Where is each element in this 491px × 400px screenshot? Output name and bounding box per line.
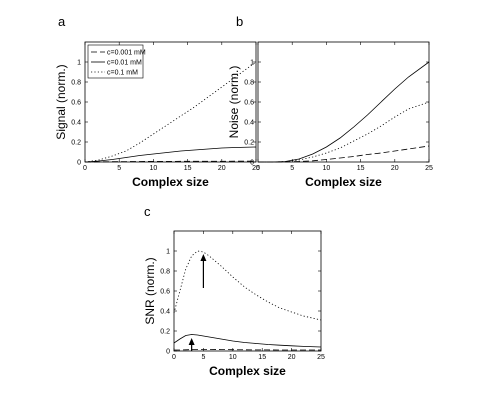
y-tick-label: 0.4 bbox=[160, 309, 170, 316]
y-tick-label: 0 bbox=[250, 160, 254, 167]
series-line-dotted bbox=[258, 101, 430, 163]
y-axis-label: Signal (norm.) bbox=[54, 64, 68, 139]
series-line-dotted bbox=[84, 61, 257, 163]
arrow-head bbox=[200, 254, 207, 261]
x-tick-label: 15 bbox=[258, 354, 266, 361]
x-axis-label: Complex size bbox=[305, 175, 382, 189]
y-tick-label: 0.2 bbox=[244, 140, 254, 147]
y-tick-label: 1 bbox=[166, 249, 170, 256]
y-axis-label: Noise (norm.) bbox=[227, 66, 241, 139]
y-tick-label: 0 bbox=[77, 160, 81, 167]
x-tick-label: 5 bbox=[201, 354, 205, 361]
y-tick-label: 0.6 bbox=[244, 100, 254, 107]
plot-frame bbox=[257, 41, 430, 163]
y-tick-label: 0.8 bbox=[160, 269, 170, 276]
x-axis-label: Complex size bbox=[132, 175, 209, 189]
x-tick-label: 5 bbox=[117, 165, 121, 172]
panel-label: c bbox=[144, 204, 151, 219]
x-tick-label: 10 bbox=[150, 165, 158, 172]
y-tick-label: 0.8 bbox=[71, 80, 81, 87]
series-line-solid bbox=[173, 334, 322, 348]
panel-label: b bbox=[236, 14, 243, 29]
x-tick-label: 5 bbox=[290, 165, 294, 172]
x-tick-label: 20 bbox=[288, 354, 296, 361]
arrow-head bbox=[188, 338, 195, 345]
y-tick-label: 0 bbox=[166, 349, 170, 356]
x-tick-label: 25 bbox=[317, 354, 325, 361]
x-tick-label: 15 bbox=[357, 165, 365, 172]
x-tick-label: 25 bbox=[252, 165, 260, 172]
plot-frame bbox=[173, 230, 322, 352]
x-tick-label: 0 bbox=[83, 165, 87, 172]
x-tick-label: 15 bbox=[184, 165, 192, 172]
x-axis-label: Complex size bbox=[209, 364, 286, 378]
legend-entry: c=0.001 mM bbox=[107, 50, 146, 57]
x-tick-label: 0 bbox=[172, 354, 176, 361]
legend-entry: c=0.1 mM bbox=[107, 70, 138, 77]
series-line-solid bbox=[84, 146, 257, 163]
series-line-dashed bbox=[258, 145, 430, 163]
x-tick-label: 10 bbox=[229, 354, 237, 361]
panel-label: a bbox=[58, 14, 66, 29]
series-line-dashed bbox=[174, 349, 321, 351]
legend-entry: c=0.01 mM bbox=[107, 60, 142, 67]
y-axis-label: SNR (norm.) bbox=[143, 257, 157, 324]
x-tick-label: 20 bbox=[218, 165, 226, 172]
x-tick-label: 20 bbox=[391, 165, 399, 172]
y-tick-label: 0.2 bbox=[160, 329, 170, 336]
y-tick-label: 0.4 bbox=[244, 120, 254, 127]
x-tick-label: 10 bbox=[323, 165, 331, 172]
y-tick-label: 0.6 bbox=[71, 100, 81, 107]
x-tick-label: 25 bbox=[425, 165, 433, 172]
y-tick-label: 1 bbox=[250, 60, 254, 67]
x-tick-label: 0 bbox=[256, 165, 260, 172]
y-tick-label: 0.2 bbox=[71, 140, 81, 147]
y-tick-label: 1 bbox=[77, 60, 81, 67]
y-tick-label: 0.8 bbox=[244, 80, 254, 87]
y-tick-label: 0.6 bbox=[160, 289, 170, 296]
legend-box bbox=[87, 44, 144, 79]
panel-c: 0 5 10 15 20 25 0 0.2 0.4 0.6 0.8 1 Complex size SNR … bbox=[143, 204, 325, 378]
series-line-dotted bbox=[173, 250, 322, 321]
y-tick-label: 0.4 bbox=[71, 120, 81, 127]
series-line-dashed bbox=[84, 160, 256, 163]
